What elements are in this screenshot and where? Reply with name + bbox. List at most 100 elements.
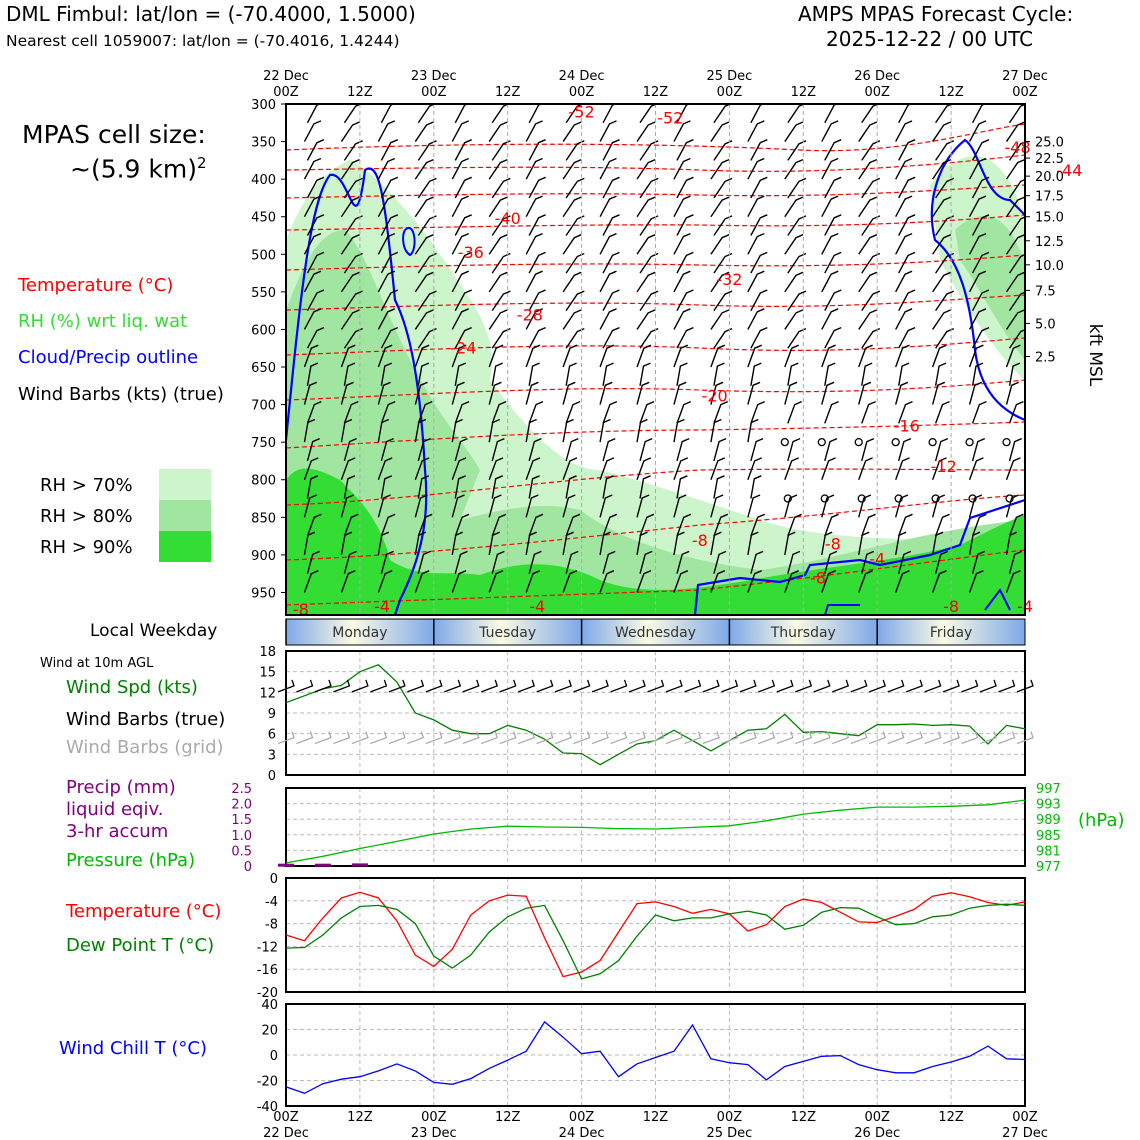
isotherm-6 (286, 337, 1025, 356)
pressure-tick-label: 981 (1036, 844, 1061, 859)
wind-barb (824, 289, 842, 311)
wind-barb-true (942, 679, 960, 693)
wind-tick-label: 6 (268, 728, 276, 743)
wind-barb-grid (277, 731, 295, 745)
wind-barb (562, 418, 574, 443)
wind-barb (599, 232, 617, 255)
wind-barb (306, 139, 325, 161)
kft-tick-label: 5.0 (1035, 317, 1056, 332)
wind-barb (676, 437, 690, 462)
wind-barb (488, 121, 508, 142)
wind-barb (417, 550, 431, 574)
rh90-region (286, 468, 1025, 615)
swatch-rh90 (159, 531, 211, 562)
wind-barb-true (554, 679, 572, 693)
wind-barb (380, 437, 394, 462)
wind-barb-true (573, 679, 591, 693)
kft-tick-label: 7.5 (1035, 284, 1056, 299)
wind-barb (454, 326, 472, 349)
cloud-outline-right (930, 138, 1025, 422)
wind-barb (491, 362, 503, 386)
wind-barb (528, 176, 546, 199)
kft-axis-label: kft MSL (1085, 324, 1105, 387)
wind-barb (673, 570, 689, 593)
top-hour-label: 00Z (273, 85, 299, 100)
wind-barb (528, 326, 546, 349)
wind-barb (343, 513, 359, 537)
wind-barb (488, 158, 508, 180)
wind-barb (676, 513, 692, 537)
isotherm-label: -28 (517, 305, 543, 324)
swatch-rh70 (159, 469, 211, 500)
wind-barb (377, 308, 396, 330)
wind-barb-grid (591, 731, 609, 745)
wind-barb (747, 418, 759, 443)
wind-barb-grid (702, 731, 720, 745)
wind-barb (306, 289, 325, 311)
wind-barb (861, 513, 876, 537)
kft-tick-label: 12.5 (1035, 235, 1064, 250)
legend-rh70: RH > 70% (40, 475, 133, 496)
wind-barb (599, 120, 617, 142)
wind-barb (488, 457, 504, 480)
wind-barb (858, 570, 873, 593)
kft-tick-label: 20.0 (1035, 170, 1064, 185)
wind-barb (673, 457, 689, 480)
wind-barb (784, 234, 804, 255)
wind-barb-true (351, 679, 369, 693)
wind-barb (565, 513, 581, 537)
wind-barb (451, 418, 463, 443)
legend-rh90: RH > 90% (40, 537, 133, 558)
precip-tick-label: 2.5 (231, 782, 252, 797)
wind-barb (971, 139, 990, 161)
wind-barb (821, 157, 839, 180)
wind-barb (562, 196, 582, 218)
wind-barb (787, 290, 807, 312)
wind-barb (417, 140, 437, 161)
precip-tick-label: 1.5 (231, 813, 252, 828)
wind-barb (562, 158, 582, 180)
forecast-cycle-date: 2025-12-22 / 00 UTC (826, 27, 1034, 51)
wind-barb (303, 381, 317, 405)
wind-barb (861, 177, 881, 199)
wind-barb (636, 158, 656, 180)
wind-barb (528, 437, 542, 462)
wind-barb (1008, 291, 1025, 312)
wind-barb (821, 570, 836, 593)
wind-barb (710, 381, 724, 405)
isotherm-label: -8 (943, 597, 959, 616)
wind-barb (676, 362, 688, 386)
wind-barb-grid (665, 731, 683, 745)
pressure-tick-label: 750 (251, 436, 276, 451)
wind-barb (821, 531, 833, 556)
wind-barb (713, 550, 727, 574)
wind-barb (750, 176, 768, 199)
wind-barb (525, 195, 543, 218)
wind-barb (303, 494, 317, 518)
wind-barb (750, 550, 764, 574)
wind-barb (303, 232, 322, 255)
top-hour-label: 00Z (421, 85, 447, 100)
wind-barb (710, 344, 726, 368)
legend-wind: Wind Barbs (kts) (true) (18, 384, 224, 405)
temp-tick-label: 0 (270, 872, 278, 887)
wind-barb-grid (554, 731, 572, 745)
wind-barb (861, 400, 876, 424)
wind-barb (935, 140, 955, 161)
top-hour-label: 12Z (495, 85, 521, 100)
wind-barb (713, 362, 725, 386)
top-hour-label: 00Z (569, 85, 595, 100)
wind-barb-grid (444, 731, 462, 745)
wind-tick-label: 3 (268, 748, 276, 763)
wind-barb (784, 309, 804, 330)
wind-barb (491, 140, 511, 161)
wind-tick-label: 0 (268, 769, 276, 784)
wind-barb (673, 494, 687, 518)
wind-barb (380, 362, 393, 386)
wind-barb (491, 513, 507, 537)
wind-barb (304, 104, 306, 105)
wind-barb (639, 475, 651, 499)
bottom-day-label: 27 Dec (1002, 1126, 1048, 1140)
wind-barb (750, 437, 764, 462)
wind-barb (1005, 531, 1018, 556)
